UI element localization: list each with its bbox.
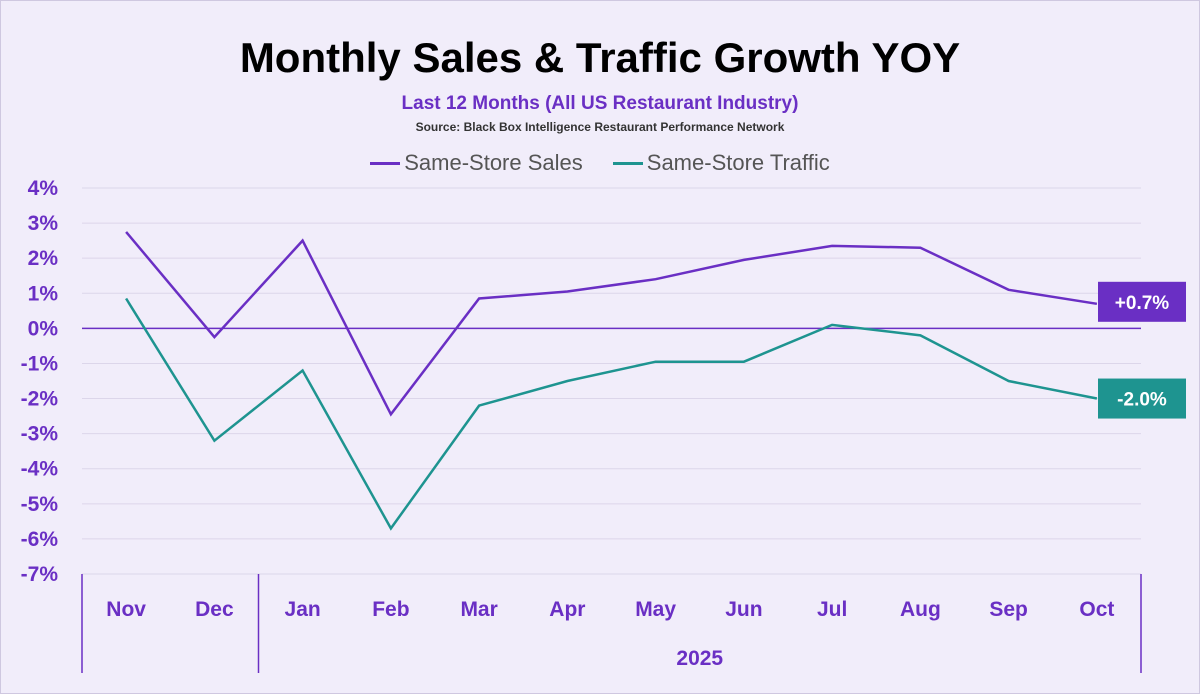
- x-tick-label: Feb: [372, 598, 409, 621]
- end-badge-traffic: [1098, 378, 1186, 419]
- y-tick-label: 4%: [28, 177, 59, 200]
- chart-subtitle: Last 12 Months (All US Restaurant Indust…: [401, 93, 799, 114]
- y-tick-label: 0%: [28, 317, 59, 340]
- y-tick-label: 3%: [28, 212, 59, 235]
- y-tick-label: -2%: [21, 388, 59, 411]
- y-tick-label: 2%: [28, 247, 59, 270]
- x-tick-label: Oct: [1079, 598, 1114, 621]
- legend: Same-Store Sales Same-Store Traffic: [0, 150, 1200, 176]
- legend-item-sales: Same-Store Sales: [370, 150, 583, 176]
- end-badge-sales: [1098, 281, 1186, 322]
- x-group-label: 2025: [676, 647, 723, 670]
- chart-source: Source: Black Box Intelligence Restauran…: [415, 120, 785, 134]
- x-tick-label: Aug: [900, 598, 941, 621]
- legend-label-traffic: Same-Store Traffic: [646, 150, 830, 175]
- x-tick-label: May: [635, 598, 676, 621]
- y-tick-label: -7%: [21, 563, 59, 586]
- end-label-sales: +0.7%: [1115, 293, 1170, 314]
- x-tick-label: Nov: [106, 598, 146, 621]
- series-line-traffic: [125, 297, 1098, 531]
- x-tick-label: Apr: [549, 598, 585, 621]
- chart-title: Monthly Sales & Traffic Growth YOY: [239, 34, 961, 81]
- y-tick-label: -5%: [21, 493, 59, 516]
- y-tick-label: 1%: [28, 282, 59, 305]
- y-tick-label: -3%: [21, 423, 59, 446]
- x-tick-label: Sep: [989, 598, 1028, 621]
- legend-swatch-sales: [370, 161, 401, 165]
- y-tick-label: -6%: [21, 528, 59, 551]
- y-tick-label: -4%: [21, 458, 59, 481]
- x-tick-label: Jul: [817, 598, 847, 621]
- x-tick-label: Dec: [195, 598, 234, 621]
- legend-label-sales: Same-Store Sales: [404, 150, 583, 175]
- legend-swatch-traffic: [612, 161, 643, 165]
- series-line-sales: [125, 231, 1098, 417]
- x-tick-label: Jun: [725, 598, 762, 621]
- legend-item-traffic: Same-Store Traffic: [612, 150, 830, 176]
- x-tick-label: Jan: [285, 598, 321, 621]
- end-label-traffic: -2.0%: [1117, 390, 1167, 411]
- x-tick-label: Mar: [460, 598, 497, 621]
- y-tick-label: -1%: [21, 352, 59, 375]
